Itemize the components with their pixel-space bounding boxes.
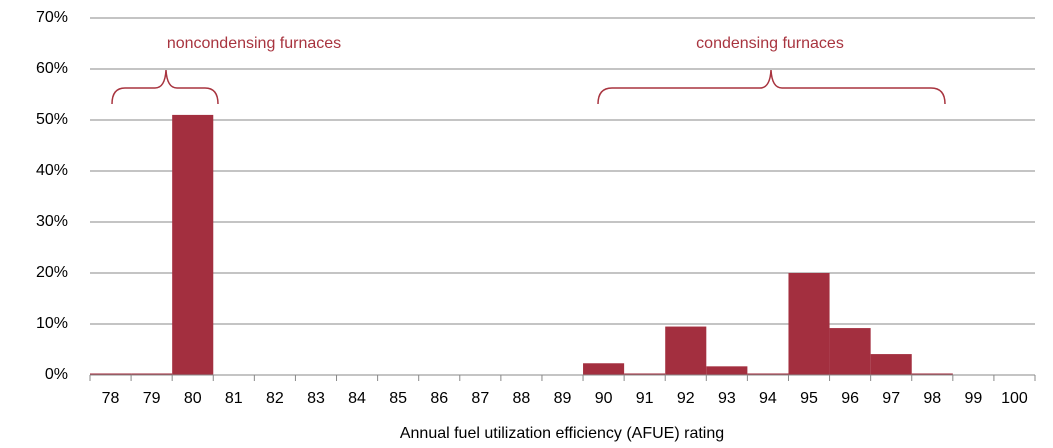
brace	[597, 69, 946, 105]
y-tick-label: 70%	[36, 9, 68, 26]
y-tick-label: 0%	[45, 366, 68, 383]
x-tick-label: 78	[102, 390, 120, 407]
y-tick-label: 30%	[36, 213, 68, 230]
x-tick-label: 96	[841, 390, 859, 407]
x-tick-label: 81	[225, 390, 243, 407]
y-tick-label: 20%	[36, 264, 68, 281]
y-tick-label: 10%	[36, 315, 68, 332]
bar	[911, 373, 953, 375]
x-tick-label: 91	[636, 390, 654, 407]
x-tick-label: 98	[923, 390, 941, 407]
x-tick-label: 84	[348, 390, 366, 407]
y-tick-label: 60%	[36, 60, 68, 77]
bar	[172, 114, 214, 376]
x-tick-label: 97	[882, 390, 900, 407]
annotation: condensing furnaces	[696, 35, 844, 52]
bar	[829, 328, 871, 375]
bar	[665, 326, 707, 375]
annotation: noncondensing furnaces	[167, 35, 341, 52]
bar	[624, 373, 666, 375]
x-axis-label: Annual fuel utilization efficiency (AFUE…	[400, 425, 724, 442]
brace	[111, 69, 219, 105]
bar	[870, 354, 912, 375]
x-tick-label: 86	[430, 390, 448, 407]
bar	[747, 373, 789, 375]
x-tick-label: 94	[759, 390, 777, 407]
x-tick-label: 80	[184, 390, 202, 407]
x-tick-label: 92	[677, 390, 695, 407]
y-tick-label: 50%	[36, 111, 68, 128]
x-tick-label: 83	[307, 390, 325, 407]
x-tick-label: 82	[266, 390, 284, 407]
bar	[788, 273, 830, 375]
y-tick-label: 40%	[36, 162, 68, 179]
x-tick-label: 88	[513, 390, 531, 407]
bar	[90, 373, 132, 375]
x-tick-label: 93	[718, 390, 736, 407]
x-tick-label: 89	[554, 390, 572, 407]
x-tick-label: 99	[964, 390, 982, 407]
x-tick-label: 100	[1001, 390, 1028, 407]
bar	[583, 363, 625, 375]
x-tick-label: 95	[800, 390, 818, 407]
bar	[131, 373, 173, 375]
x-tick-label: 85	[389, 390, 407, 407]
bar	[706, 366, 748, 375]
x-tick-label: 87	[471, 390, 489, 407]
x-tick-label: 79	[143, 390, 161, 407]
x-tick-label: 90	[595, 390, 613, 407]
